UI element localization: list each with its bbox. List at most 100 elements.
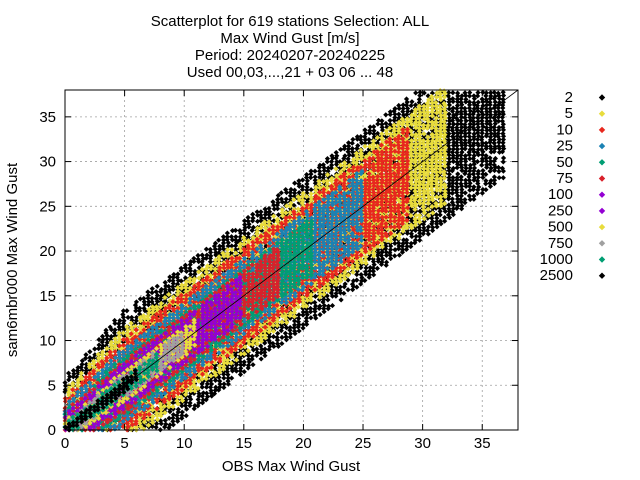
data-point — [254, 209, 260, 215]
data-point — [149, 423, 155, 430]
data-point — [254, 218, 261, 224]
data-point — [371, 272, 377, 278]
data-point — [96, 336, 102, 343]
data-point — [320, 174, 326, 181]
data-point — [133, 299, 140, 305]
data-point — [471, 140, 477, 146]
data-point — [167, 287, 173, 293]
data-point — [409, 187, 415, 193]
data-point — [292, 322, 298, 328]
data-point — [378, 252, 385, 259]
data-point — [417, 237, 423, 243]
data-point — [458, 196, 464, 203]
data-point — [484, 99, 490, 105]
data-point — [488, 178, 494, 184]
data-point — [350, 136, 356, 143]
data-point — [207, 246, 213, 253]
data-point — [345, 149, 351, 155]
data-point — [446, 124, 452, 130]
data-point — [458, 96, 464, 102]
data-point — [479, 118, 485, 124]
data-point — [421, 218, 427, 224]
data-point — [479, 142, 485, 149]
data-point — [454, 102, 461, 109]
data-point — [495, 133, 501, 140]
data-point — [459, 142, 465, 149]
data-point — [274, 341, 281, 347]
data-point — [375, 247, 381, 253]
data-point — [170, 284, 176, 290]
data-point — [124, 308, 130, 314]
data-point — [246, 224, 252, 230]
data-point — [500, 105, 506, 111]
data-point — [307, 309, 314, 315]
data-point — [446, 118, 453, 124]
data-point — [492, 121, 498, 127]
data-point — [258, 212, 264, 218]
data-point — [224, 369, 230, 375]
data-point — [207, 259, 214, 265]
data-point — [212, 377, 219, 383]
data-point — [325, 303, 332, 309]
data-point — [467, 165, 473, 171]
data-point — [466, 149, 472, 155]
data-point — [149, 290, 155, 296]
data-point — [458, 121, 464, 127]
data-point — [392, 240, 398, 247]
data-point — [241, 230, 248, 237]
data-point — [325, 297, 331, 303]
data-point — [446, 171, 452, 177]
data-point — [480, 111, 486, 118]
data-point — [249, 353, 255, 359]
data-point — [307, 287, 314, 293]
data-point — [484, 131, 490, 137]
data-point — [262, 349, 268, 355]
data-point — [458, 118, 464, 124]
data-point — [487, 109, 493, 115]
data-point — [199, 262, 205, 268]
data-point — [466, 152, 473, 158]
data-point — [429, 127, 436, 133]
data-point — [405, 108, 411, 114]
data-point — [358, 133, 364, 140]
data-point — [317, 162, 323, 168]
data-point — [342, 153, 348, 159]
data-point — [83, 361, 89, 367]
data-point — [467, 143, 473, 149]
data-point — [491, 89, 497, 96]
data-point — [449, 209, 456, 215]
data-point — [204, 390, 210, 396]
data-point — [475, 112, 482, 118]
data-point — [387, 252, 393, 258]
data-point — [304, 172, 310, 178]
data-point — [492, 143, 498, 150]
data-point — [449, 183, 456, 190]
data-point — [338, 146, 344, 153]
data-point — [438, 221, 444, 227]
chart-title-line-2: Max Wind Gust [m/s] — [220, 30, 359, 47]
data-point — [466, 99, 473, 105]
data-point — [175, 271, 181, 277]
data-point — [337, 159, 343, 165]
data-point — [455, 99, 461, 105]
data-point — [204, 394, 211, 400]
data-point — [462, 158, 469, 164]
data-point — [475, 146, 481, 153]
data-point — [479, 190, 485, 196]
data-point — [392, 111, 398, 117]
data-point — [396, 252, 402, 258]
data-point — [121, 333, 127, 339]
data-point — [404, 228, 410, 234]
data-point — [304, 187, 310, 193]
data-point — [446, 183, 452, 189]
data-point — [483, 93, 489, 99]
data-point — [179, 409, 185, 415]
data-point — [412, 240, 418, 246]
data-point — [470, 111, 476, 117]
data-point — [258, 356, 264, 362]
data-point — [75, 383, 81, 389]
data-point — [455, 199, 461, 205]
data-point — [217, 246, 223, 252]
data-point — [495, 105, 501, 111]
data-point — [446, 155, 452, 162]
